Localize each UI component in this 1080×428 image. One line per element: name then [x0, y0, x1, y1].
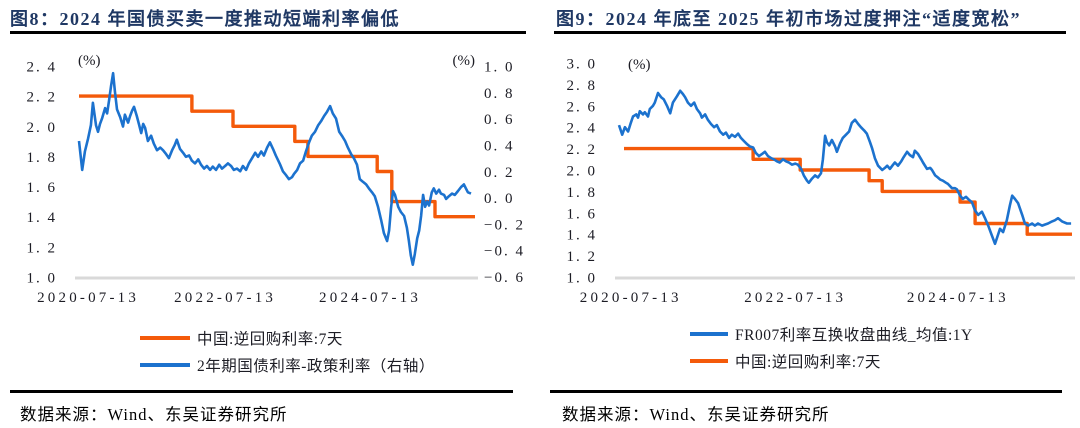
figure-9-source: 数据来源：Wind、东吴证券研究所: [562, 405, 830, 424]
figure-8-source: 数据来源：Wind、东吴证券研究所: [20, 405, 288, 424]
figure-9-chart-canvas: 3. 0 2. 8 2. 6 2. 4 2. 2 2. 0 1. 8 1. 6 1. 4 1. 2…: [567, 57, 1075, 306]
y-left-tick-label: 2. 0: [567, 164, 598, 180]
figure-8-chart-canvas: 2. 4 2. 2 2. 0 1. 8 1. 6 1. 4 1. 2 1. 0 (%) 1. 0 0…: [27, 53, 525, 306]
legend-item-label: 2年期国债利率-政策利率（右轴）: [197, 357, 435, 375]
y-right-tick-label: 0. 8: [484, 86, 515, 102]
figure-9: 图9：2024 年底至 2025 年初市场过度押注“适度宽松” 3. 0 2. 8…: [540, 0, 1080, 428]
y-left-unit-label: (%): [628, 57, 651, 73]
figure-9-title-rule: [554, 31, 1066, 34]
figure-8-source-rule: [10, 390, 513, 393]
y-right-tick-label: 0. 4: [484, 138, 515, 154]
x-axis-tick-label: 2024-07-13: [319, 290, 421, 306]
x-axis-tick-label: 2022-07-13: [174, 290, 276, 306]
figure-8-legend: 中国:逆回购利率:7天 2年期国债利率-政策利率（右轴）: [0, 324, 540, 378]
figure-8-title: 图8：2024 年国债买卖一度推动短端利率偏低: [10, 9, 400, 29]
y-left-tick-label: 1. 2: [27, 240, 58, 256]
y-left-tick-label: 2. 0: [27, 120, 58, 136]
y-right-tick-label: 1. 0: [484, 60, 515, 76]
legend-item: FR007利率互换收盘曲线_均值:1Y: [690, 320, 1080, 347]
x-axis-tick-label: 2024-07-13: [907, 290, 1009, 306]
y-left-tick-label: 1. 0: [27, 271, 58, 287]
y-left-tick-label: 1. 8: [567, 185, 598, 201]
legend-item: 中国:逆回购利率:7天: [690, 347, 1080, 374]
y-left-tick-label: 2. 2: [27, 90, 58, 106]
y-right-tick-label: −0. 6: [484, 270, 525, 286]
y-right-tick-label: 0. 0: [484, 191, 515, 207]
y-left-tick-label: 2. 4: [567, 121, 598, 137]
legend-item: 2年期国债利率-政策利率（右轴）: [140, 351, 540, 378]
y-right-tick-label: −0. 4: [484, 244, 525, 260]
y-left-tick-label: 1. 6: [27, 180, 58, 196]
y-right-tick-label: 0. 2: [484, 165, 515, 181]
y-left-tick-label: 1. 6: [567, 206, 598, 222]
legend-item-label: FR007利率互换收盘曲线_均值:1Y: [735, 326, 973, 344]
y-left-tick-label: 2. 8: [567, 78, 598, 94]
series-line-market-rate: [77, 71, 472, 266]
y-left-unit-label: (%): [78, 53, 101, 69]
y-left-tick-label: 1. 4: [27, 210, 58, 226]
y-left-tick-label: 1. 0: [567, 271, 598, 287]
x-axis-tick-label: 2022-07-13: [744, 290, 846, 306]
x-axis-tick-label: 2020-07-13: [580, 290, 682, 306]
figure-9-legend: FR007利率互换收盘曲线_均值:1Y 中国:逆回购利率:7天: [540, 320, 1080, 374]
legend-line-icon: [690, 331, 728, 336]
figure-9-title: 图9：2024 年底至 2025 年初市场过度押注“适度宽松”: [556, 9, 1021, 29]
x-axis-tick-label: 2020-07-13: [37, 290, 139, 306]
y-left-tick-label: 2. 6: [567, 99, 598, 115]
y-left-tick-label: 3. 0: [567, 57, 598, 73]
figure-8: 图8：2024 年国债买卖一度推动短端利率偏低 2. 4 2. 2 2. 0 1. 8…: [0, 9, 540, 424]
y-right-tick-label: −0. 2: [484, 217, 525, 233]
y-left-tick-label: 2. 2: [567, 142, 598, 158]
legend-item-label: 中国:逆回购利率:7天: [197, 330, 343, 348]
series-line-policy-rate: [624, 146, 1072, 236]
legend-line-icon: [690, 358, 728, 363]
y-left-tick-label: 1. 4: [567, 228, 598, 244]
figure-9-source-rule: [550, 390, 1062, 393]
y-right-unit-label: (%): [453, 53, 476, 69]
y-left-tick-label: 2. 4: [27, 60, 58, 76]
y-left-tick-label: 1. 8: [27, 150, 58, 166]
legend-line-icon: [140, 335, 190, 340]
legend-item-label: 中国:逆回购利率:7天: [735, 353, 881, 371]
y-right-tick-label: 0. 6: [484, 112, 515, 128]
figure-8-title-rule: [10, 31, 526, 34]
y-left-tick-label: 1. 2: [567, 249, 598, 265]
legend-line-icon: [140, 362, 190, 367]
legend-item: 中国:逆回购利率:7天: [140, 324, 540, 351]
series-line-market-rate: [617, 89, 1072, 246]
